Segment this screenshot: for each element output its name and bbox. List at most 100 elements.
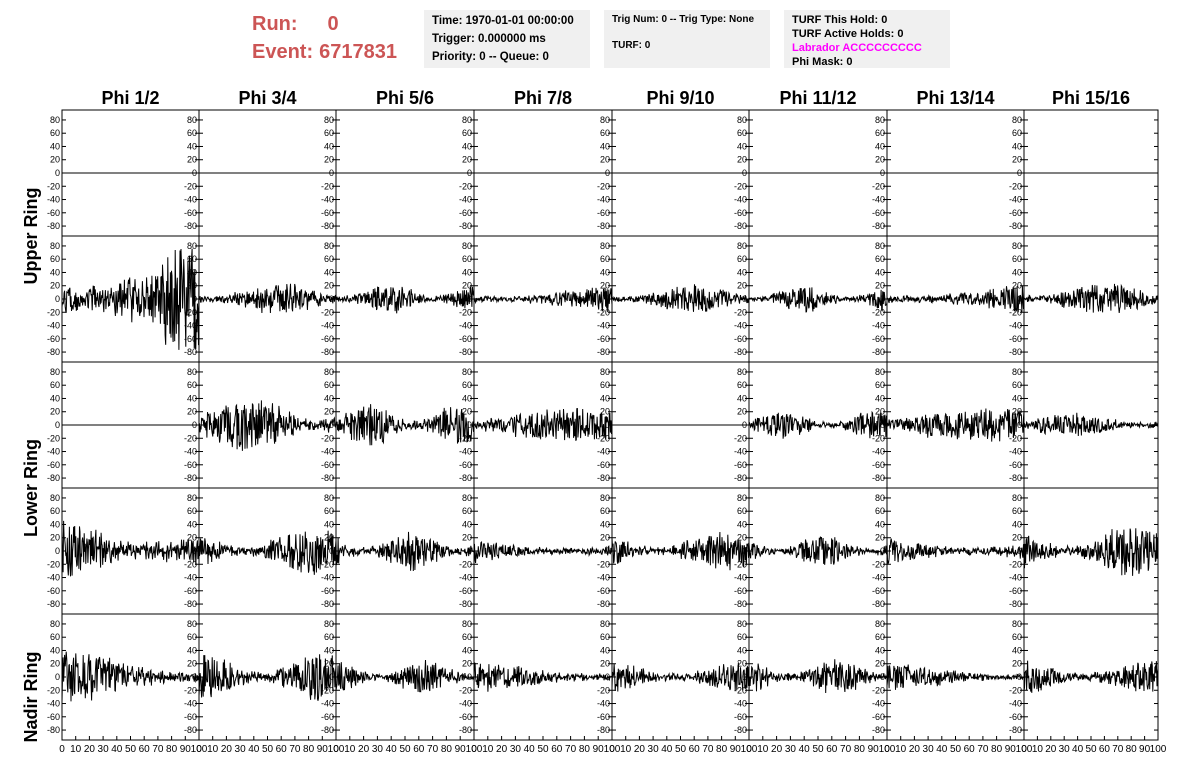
y-tick-label: 60 [600, 254, 610, 264]
y-tick-label: -20 [734, 685, 747, 695]
y-tick-label: 0 [192, 546, 197, 556]
y-tick-label: -60 [459, 334, 472, 344]
y-tick-label: 80 [1012, 493, 1022, 503]
waveform-line [61, 651, 200, 703]
y-tick-label: 0 [880, 294, 885, 304]
y-tick-label: 20 [462, 659, 472, 669]
x-tick-label: 80 [1126, 744, 1138, 755]
y-tick-label: -40 [184, 699, 197, 709]
y-tick-label: 20 [1012, 407, 1022, 417]
waveform-line [1023, 660, 1159, 693]
x-tick-label: 90 [317, 744, 329, 755]
y-tick-label: 40 [875, 645, 885, 655]
y-tick-label: -80 [459, 347, 472, 357]
y-tick-label: 0 [605, 672, 610, 682]
waveform-line [1023, 412, 1159, 437]
y-tick-label: 0 [880, 420, 885, 430]
y-tick-label: 80 [187, 367, 197, 377]
x-tick-label: 60 [413, 744, 425, 755]
y-tick-label: -80 [321, 473, 334, 483]
x-tick-label: 0 [884, 744, 890, 755]
x-tick-label: 0 [59, 744, 65, 755]
y-tick-label: -40 [597, 699, 610, 709]
run-row: Run: 0 [252, 10, 397, 38]
y-tick-label: 80 [600, 241, 610, 251]
y-tick-label: 60 [324, 380, 334, 390]
y-tick-label: 20 [462, 407, 472, 417]
x-tick-label: 80 [303, 744, 315, 755]
x-tick-label: 10 [344, 744, 356, 755]
x-tick-label: 100 [604, 744, 621, 755]
y-tick-label: 0 [55, 672, 60, 682]
y-tick-label: 80 [875, 367, 885, 377]
column-title: Phi 5/6 [376, 88, 434, 108]
x-tick-label: 30 [1059, 744, 1071, 755]
y-tick-label: -20 [1009, 433, 1022, 443]
y-tick-label: 40 [737, 267, 747, 277]
y-tick-label: -60 [184, 334, 197, 344]
x-tick-label: 90 [593, 744, 605, 755]
y-tick-label: -40 [597, 573, 610, 583]
x-tick-label: 70 [152, 744, 164, 755]
x-tick-label: 60 [826, 744, 838, 755]
y-tick-label: 80 [187, 493, 197, 503]
y-tick-label: 60 [875, 380, 885, 390]
y-tick-label: 80 [1012, 115, 1022, 125]
time-text: Time: 1970-01-01 00:00:00 [432, 15, 574, 27]
y-tick-label: 60 [1012, 128, 1022, 138]
x-tick-label: 70 [840, 744, 852, 755]
y-tick-label: -60 [459, 586, 472, 596]
y-tick-label: 20 [737, 281, 747, 291]
y-tick-label: -40 [872, 573, 885, 583]
y-tick-label: 40 [737, 393, 747, 403]
y-tick-label: 20 [875, 281, 885, 291]
y-tick-label: -20 [184, 559, 197, 569]
x-tick-label: 20 [909, 744, 921, 755]
x-tick-label: 50 [1085, 744, 1097, 755]
x-tick-label: 90 [868, 744, 880, 755]
waveform-line [886, 538, 1025, 565]
y-tick-label: -60 [321, 460, 334, 470]
y-tick-label: 20 [737, 659, 747, 669]
x-tick-label: 40 [661, 744, 673, 755]
y-tick-label: 80 [50, 367, 60, 377]
y-tick-label: -60 [321, 586, 334, 596]
x-tick-label: 10 [482, 744, 494, 755]
x-tick-label: 70 [565, 744, 577, 755]
y-tick-label: -60 [872, 586, 885, 596]
y-tick-label: -40 [184, 321, 197, 331]
waveform-line [473, 540, 613, 564]
y-tick-label: -60 [597, 334, 610, 344]
y-tick-label: -80 [459, 599, 472, 609]
event-row: Event: 6717831 [252, 38, 397, 66]
y-tick-label: -20 [47, 559, 60, 569]
y-tick-label: 80 [462, 115, 472, 125]
waveform-line [198, 400, 337, 451]
x-tick-label: 0 [609, 744, 615, 755]
waveform-line [335, 285, 475, 314]
y-tick-label: 0 [605, 294, 610, 304]
column-title: Phi 15/16 [1052, 88, 1130, 108]
y-tick-label: -80 [1009, 725, 1022, 735]
y-tick-label: -20 [734, 433, 747, 443]
waveform-line [335, 404, 475, 446]
y-tick-label: 40 [737, 645, 747, 655]
y-tick-label: -40 [1009, 699, 1022, 709]
y-tick-label: 40 [600, 393, 610, 403]
y-tick-label: 40 [462, 645, 472, 655]
y-tick-label: 20 [1012, 659, 1022, 669]
y-tick-label: 80 [50, 115, 60, 125]
y-tick-label: -80 [1009, 221, 1022, 231]
x-tick-label: 0 [1021, 744, 1027, 755]
y-tick-label: -20 [597, 559, 610, 569]
y-tick-label: 40 [875, 267, 885, 277]
x-tick-label: 40 [524, 744, 536, 755]
y-tick-label: -80 [47, 725, 60, 735]
y-tick-label: -40 [47, 573, 60, 583]
x-tick-label: 60 [139, 744, 151, 755]
y-tick-label: -60 [1009, 334, 1022, 344]
y-tick-label: 60 [187, 128, 197, 138]
y-tick-label: 80 [875, 493, 885, 503]
y-tick-label: -20 [184, 307, 197, 317]
y-tick-label: 0 [55, 294, 60, 304]
